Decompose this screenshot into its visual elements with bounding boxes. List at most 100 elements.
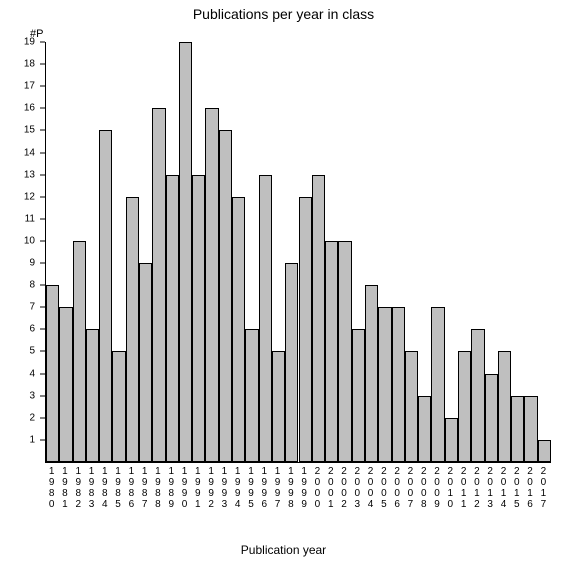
x-tick-label: 1995 (244, 466, 257, 510)
y-tick-label: 2 (29, 412, 35, 423)
x-tick-label: 1999 (298, 466, 311, 510)
x-tick-label: 2003 (351, 466, 364, 510)
x-tick-label: 1994 (231, 466, 244, 510)
bar (219, 130, 232, 462)
x-tick-label: 2001 (324, 466, 337, 510)
x-tick-label: 1981 (58, 466, 71, 510)
bar (445, 418, 458, 462)
x-tick-label: 1980 (45, 466, 58, 510)
bar (498, 351, 511, 462)
y-tick-label: 6 (29, 324, 35, 335)
y-tick-label: 10 (24, 235, 35, 246)
y-tick-label: 18 (24, 59, 35, 70)
bar (524, 396, 537, 462)
y-tick-label: 12 (24, 191, 35, 202)
bar (471, 329, 484, 462)
bar (86, 329, 99, 462)
x-tick-label: 1996 (258, 466, 271, 510)
bars-container (46, 42, 551, 462)
bar (338, 241, 351, 462)
bar (352, 329, 365, 462)
y-tick-label: 19 (24, 37, 35, 48)
chart-title: Publications per year in class (0, 6, 567, 22)
x-tick-label: 1991 (191, 466, 204, 510)
bar (458, 351, 471, 462)
bar (392, 307, 405, 462)
bar (312, 175, 325, 462)
y-tick-label: 1 (29, 434, 35, 445)
x-tick-label: 1990 (178, 466, 191, 510)
y-tick-label: 17 (24, 81, 35, 92)
x-tick-label: 2017 (537, 466, 550, 510)
x-tick-label: 2011 (457, 466, 470, 510)
bar (112, 351, 125, 462)
bar (378, 307, 391, 462)
bar (46, 285, 59, 462)
x-tick-label: 2010 (444, 466, 457, 510)
bar (538, 440, 551, 462)
bar (245, 329, 258, 462)
x-tick-label: 1984 (98, 466, 111, 510)
x-tick-label: 1997 (271, 466, 284, 510)
x-tick-label: 2013 (484, 466, 497, 510)
bar (511, 396, 524, 462)
y-tick-label: 11 (25, 213, 35, 224)
y-tick-label: 5 (29, 346, 35, 357)
x-tick-label: 1987 (138, 466, 151, 510)
x-tick-label: 1992 (204, 466, 217, 510)
x-tick-label: 1983 (85, 466, 98, 510)
x-tick-label: 2000 (311, 466, 324, 510)
x-tick-label: 2005 (377, 466, 390, 510)
bar (232, 197, 245, 462)
bar (126, 197, 139, 462)
bar (405, 351, 418, 462)
x-tick-label: 1993 (218, 466, 231, 510)
bar (59, 307, 72, 462)
bar (325, 241, 338, 462)
y-tick-label: 13 (24, 169, 35, 180)
bar (152, 108, 165, 462)
bar (259, 175, 272, 462)
x-tick-label: 2004 (364, 466, 377, 510)
x-tick-label: 2009 (430, 466, 443, 510)
bar (179, 42, 192, 462)
y-tick-label: 8 (29, 280, 35, 291)
bar (192, 175, 205, 462)
x-tick-label: 1985 (111, 466, 124, 510)
y-tick-label: 3 (29, 390, 35, 401)
x-axis-title: Publication year (0, 543, 567, 557)
y-tick-label: 4 (29, 368, 35, 379)
y-tick-label: 15 (24, 125, 35, 136)
x-tick-label: 2015 (510, 466, 523, 510)
y-tick-label: 7 (29, 302, 35, 313)
x-tick-label: 1998 (284, 466, 297, 510)
bar (205, 108, 218, 462)
bar (139, 263, 152, 462)
x-tick-label: 2007 (404, 466, 417, 510)
x-tick-label: 1988 (151, 466, 164, 510)
x-tick-label: 1989 (165, 466, 178, 510)
x-tick-label: 2002 (337, 466, 350, 510)
bar (485, 374, 498, 462)
bar (166, 175, 179, 462)
bar (365, 285, 378, 462)
plot-area (45, 42, 551, 463)
x-axis-labels: 1980198119821983198419851986198719881989… (45, 466, 550, 526)
bar (272, 351, 285, 462)
publications-bar-chart: Publications per year in class #P 123456… (0, 0, 567, 567)
x-tick-label: 2016 (523, 466, 536, 510)
bar (299, 197, 312, 462)
y-tick-label: 14 (24, 147, 35, 158)
bar (73, 241, 86, 462)
x-tick-label: 1986 (125, 466, 138, 510)
x-tick-label: 2008 (417, 466, 430, 510)
y-axis-ticks: 12345678910111213141516171819 (0, 42, 45, 462)
bar (418, 396, 431, 462)
x-tick-label: 1982 (72, 466, 85, 510)
x-tick-label: 2012 (470, 466, 483, 510)
x-tick-label: 2006 (391, 466, 404, 510)
x-tick-label: 2014 (497, 466, 510, 510)
bar (99, 130, 112, 462)
bar (431, 307, 444, 462)
y-tick-label: 16 (24, 103, 35, 114)
